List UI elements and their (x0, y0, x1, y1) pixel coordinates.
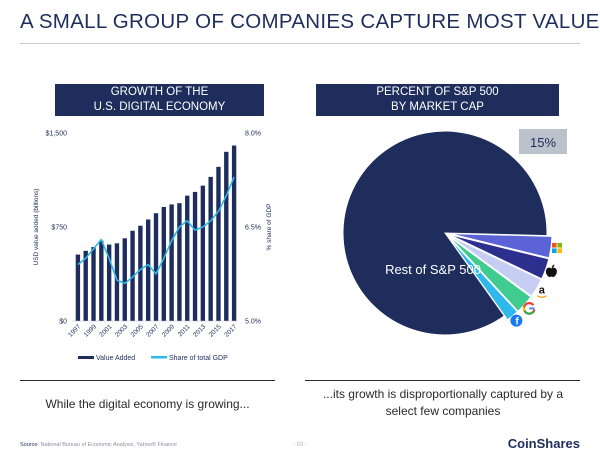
page-number: - 83 - (292, 442, 307, 448)
y2-tick-label: 8.0% (245, 131, 261, 138)
google-logo-icon (522, 302, 536, 315)
x-tick-label: 2015 (208, 323, 223, 338)
bar-2007 (153, 213, 159, 321)
footer-source-text: National Bureau of Economic Analysis, Ya… (40, 442, 178, 448)
bar-1998 (83, 250, 88, 321)
left-caption-divider (20, 380, 275, 381)
pie-slice-rest-of-s-p-500 (342, 130, 548, 336)
legend-label-value-added: Value Added (96, 355, 135, 362)
right-panel-title-line2: BY MARKET CAP (391, 101, 484, 113)
amazon-smile (536, 295, 547, 298)
bar-2017 (231, 145, 237, 321)
bar-2015 (216, 166, 221, 321)
x-tick-label: 2001 (98, 323, 113, 338)
bar-2008 (161, 206, 166, 321)
x-tick-label: 2011 (177, 323, 192, 338)
bar-1997 (75, 254, 81, 321)
bar-2001 (106, 244, 112, 321)
pie-slice-microsoft (449, 233, 553, 259)
logo-text-part1: Coin (507, 436, 537, 451)
right-panel-title-line1: PERCENT OF S&P 500 (376, 86, 499, 98)
bar-1999 (91, 247, 96, 321)
pie-label-rest: Rest of S&P 500 (385, 262, 481, 277)
apple-body (545, 267, 557, 278)
bar-2005 (138, 225, 143, 321)
bar-2002 (114, 243, 120, 321)
page-title: A SMALL GROUP OF COMPANIES CAPTURE MOST … (20, 10, 600, 33)
x-tick-label: 1997 (67, 323, 82, 338)
y-tick-label: $750 (51, 225, 67, 232)
facebook-circle (510, 314, 523, 327)
callout-box (519, 129, 567, 154)
title-divider (20, 43, 580, 44)
google-arc-green (523, 310, 535, 315)
x-tick-label: 2005 (130, 323, 145, 338)
bar-2016 (224, 151, 229, 321)
legend-swatch-value-added (78, 356, 94, 359)
x-tick-label: 2007 (145, 323, 160, 338)
apple-leaf (551, 264, 555, 269)
share-of-gdp-line (77, 176, 235, 285)
ms-square-blue (552, 248, 557, 253)
ms-square-red (552, 242, 557, 248)
left-panel-title-line1: GROWTH OF THE (110, 86, 209, 98)
legend-label-share-gdp: Share of total GDP (169, 355, 228, 362)
google-bar (529, 307, 535, 310)
microsoft-logo-icon (552, 242, 563, 253)
ms-square-yellow (557, 248, 563, 253)
amazon-logo-icon: a (536, 285, 547, 298)
x-tick-label: 2009 (161, 323, 176, 338)
x-tick-label: 2003 (114, 323, 129, 338)
bar-2009 (169, 204, 174, 321)
bar-2003 (122, 238, 127, 321)
amazon-letter: a (539, 285, 546, 297)
bar-2013 (200, 185, 206, 321)
y2-tick-label: 6.5% (245, 225, 261, 232)
pie-slice-facebook (447, 236, 519, 321)
legend-swatch-share-gdp (151, 356, 167, 359)
left-panel-header: GROWTH OF THE U.S. DIGITAL ECONOMY (55, 84, 264, 116)
right-caption-divider (305, 380, 580, 381)
pie-slice-apple (449, 234, 550, 280)
bar-2004 (130, 230, 135, 321)
footer-source-label: Source: (20, 442, 39, 448)
y2-tick-label: 5.0% (245, 319, 261, 326)
right-panel-header: PERCENT OF S&P 500 BY MARKET CAP (316, 84, 559, 116)
x-tick-label: 2017 (223, 323, 238, 338)
x-tick-label: 1999 (83, 323, 98, 338)
right-caption: ...its growth is disproportionally captu… (322, 387, 564, 418)
facebook-logo-icon: f (510, 314, 523, 328)
google-arc-yellow (522, 307, 526, 312)
y-tick-label: $1,500 (46, 131, 68, 138)
callout-value: 15% (530, 135, 556, 150)
ms-square-green (557, 242, 563, 248)
logo-text-part2: Shares (536, 436, 580, 451)
bar-2012 (192, 191, 198, 321)
bar-2010 (177, 203, 182, 321)
y2-axis-label: % share of GDP (266, 204, 273, 251)
y-tick-label: $0 (59, 319, 67, 326)
bar-2011 (185, 195, 190, 321)
apple-logo-icon (545, 264, 557, 278)
bar-2000 (99, 240, 104, 321)
pie-slice-amazon (448, 235, 542, 297)
bar-2006 (146, 219, 151, 321)
x-tick-label: 2013 (192, 323, 207, 338)
y-axis-label: USD value added (billions) (33, 189, 40, 266)
facebook-letter: f (515, 317, 519, 328)
bar-2014 (208, 176, 213, 321)
coinshares-logo: CoinShares (508, 436, 580, 451)
left-caption: While the digital economy is growing... (45, 397, 250, 411)
footer-source: Source: National Bureau of Economic Anal… (20, 442, 177, 448)
left-panel-title-line2: U.S. DIGITAL ECONOMY (93, 101, 226, 113)
